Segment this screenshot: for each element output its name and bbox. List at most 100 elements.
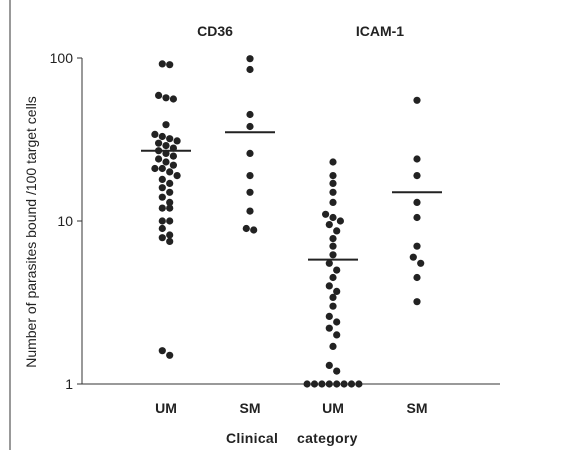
data-point-icam-1-sm-4 [413, 213, 421, 222]
data-point-cd36-um-8 [166, 135, 174, 143]
data-point-icam-1-um-8 [325, 221, 333, 229]
data-point-cd36-um-36 [166, 237, 174, 245]
data-point-icam-1-sm-5 [413, 242, 421, 250]
data-point-icam-1-um-1 [329, 172, 337, 180]
data-point-cd36-um-15 [169, 152, 177, 160]
data-point-cd36-um-17 [162, 158, 170, 166]
data-point-icam-1-um-6 [329, 213, 337, 222]
data-point-icam-1-um-7 [336, 217, 344, 225]
data-point-cd36-sm-2 [246, 110, 254, 119]
data-point-cd36-um-30 [166, 204, 174, 212]
data-point-icam-1-um-3 [329, 188, 337, 196]
data-point-cd36-sm-9 [250, 226, 258, 234]
data-point-icam-1-um-5 [322, 210, 330, 218]
data-point-icam-1-um-25 [325, 361, 333, 369]
data-point-cd36-sm-5 [246, 172, 254, 180]
data-point-cd36-sm-0 [246, 55, 254, 63]
data-point-icam-1-um-29 [318, 380, 326, 388]
data-point-icam-1-um-26 [333, 367, 341, 375]
y-tick-label-1: 1 [65, 376, 73, 392]
group-label-icam1: ICAM-1 [356, 23, 404, 39]
category-label-cd36-um: UM [155, 400, 177, 416]
data-marks [141, 55, 442, 388]
data-point-cd36-um-18 [169, 161, 177, 169]
data-point-cd36-um-37 [158, 347, 166, 355]
data-point-cd36-sm-4 [246, 149, 254, 157]
data-point-icam-1-um-17 [333, 287, 341, 295]
data-point-icam-1-um-32 [340, 380, 348, 388]
data-point-cd36-um-27 [158, 193, 166, 201]
data-point-icam-1-um-16 [325, 282, 333, 290]
category-label-icam1-sm: SM [407, 400, 428, 416]
category-label-cd36-sm: SM [240, 400, 261, 416]
data-point-icam-1-sm-9 [413, 298, 421, 306]
data-point-icam-1-um-11 [329, 242, 337, 250]
data-point-cd36-um-20 [158, 164, 166, 173]
data-point-cd36-sm-6 [246, 188, 254, 196]
data-point-icam-1-sm-6 [409, 253, 417, 261]
data-point-cd36-um-22 [173, 172, 181, 180]
data-point-icam-1-um-20 [325, 312, 333, 320]
data-point-cd36-sm-3 [246, 122, 254, 131]
data-point-icam-1-um-23 [333, 331, 341, 339]
data-point-icam-1-sm-2 [413, 172, 421, 180]
data-point-cd36-um-25 [158, 184, 166, 192]
data-point-cd36-sm-8 [242, 224, 250, 233]
data-point-icam-1-um-0 [329, 158, 337, 166]
data-point-cd36-um-0 [158, 60, 166, 68]
data-point-cd36-um-19 [151, 164, 159, 173]
data-point-icam-1-sm-8 [413, 273, 421, 282]
data-point-cd36-um-3 [162, 94, 170, 102]
data-point-icam-1-um-30 [325, 380, 333, 388]
data-point-cd36-um-32 [166, 217, 174, 225]
data-point-cd36-um-11 [162, 142, 170, 150]
data-point-cd36-um-35 [158, 234, 166, 242]
data-point-icam-1-um-12 [329, 251, 337, 259]
data-point-icam-1-um-10 [329, 235, 337, 243]
data-point-cd36-um-38 [166, 351, 174, 359]
y-tick-label-100: 100 [50, 50, 74, 66]
x-axis-label-part-1: Clinical [226, 430, 278, 446]
data-point-icam-1-sm-3 [413, 198, 421, 206]
data-point-cd36-um-1 [166, 61, 174, 69]
data-point-cd36-um-23 [158, 175, 166, 183]
data-point-icam-1-sm-7 [417, 259, 425, 267]
data-point-cd36-um-7 [158, 132, 166, 141]
data-point-cd36-um-33 [158, 224, 166, 233]
data-point-icam-1-um-22 [325, 324, 333, 332]
y-tick-label-10: 10 [57, 213, 73, 229]
data-point-icam-1-um-28 [310, 380, 319, 388]
data-point-icam-1-um-33 [347, 380, 356, 388]
data-point-icam-1-sm-0 [413, 96, 421, 104]
data-point-cd36-um-6 [151, 130, 159, 138]
group-label-cd36: CD36 [197, 23, 233, 39]
data-point-cd36-um-9 [173, 137, 181, 145]
data-point-icam-1-um-21 [333, 318, 341, 326]
x-axis-label-part-2: category [297, 430, 358, 446]
data-point-icam-1-um-9 [333, 227, 341, 235]
data-point-cd36-um-29 [158, 204, 166, 212]
data-point-icam-1-um-31 [333, 380, 341, 388]
data-point-cd36-sm-1 [246, 65, 254, 74]
data-point-cd36-um-10 [155, 139, 163, 147]
data-point-cd36-um-24 [166, 179, 174, 187]
data-point-cd36-um-16 [155, 155, 163, 163]
data-point-icam-1-um-2 [329, 179, 337, 187]
data-point-cd36-um-4 [169, 95, 177, 103]
data-point-icam-1-um-18 [329, 293, 337, 301]
data-point-icam-1-um-24 [329, 342, 337, 350]
data-point-cd36-um-21 [166, 168, 174, 176]
data-point-cd36-um-34 [166, 231, 174, 239]
data-point-icam-1-um-15 [329, 273, 337, 282]
data-point-icam-1-um-27 [303, 380, 311, 388]
data-point-icam-1-sm-1 [413, 155, 421, 163]
data-point-cd36-um-28 [166, 198, 174, 206]
data-point-icam-1-um-14 [333, 266, 341, 274]
data-point-icam-1-um-34 [355, 380, 363, 388]
data-point-cd36-um-26 [166, 188, 174, 196]
data-point-cd36-um-31 [158, 217, 166, 225]
data-point-cd36-um-5 [162, 121, 170, 129]
data-point-cd36-um-2 [155, 91, 163, 99]
